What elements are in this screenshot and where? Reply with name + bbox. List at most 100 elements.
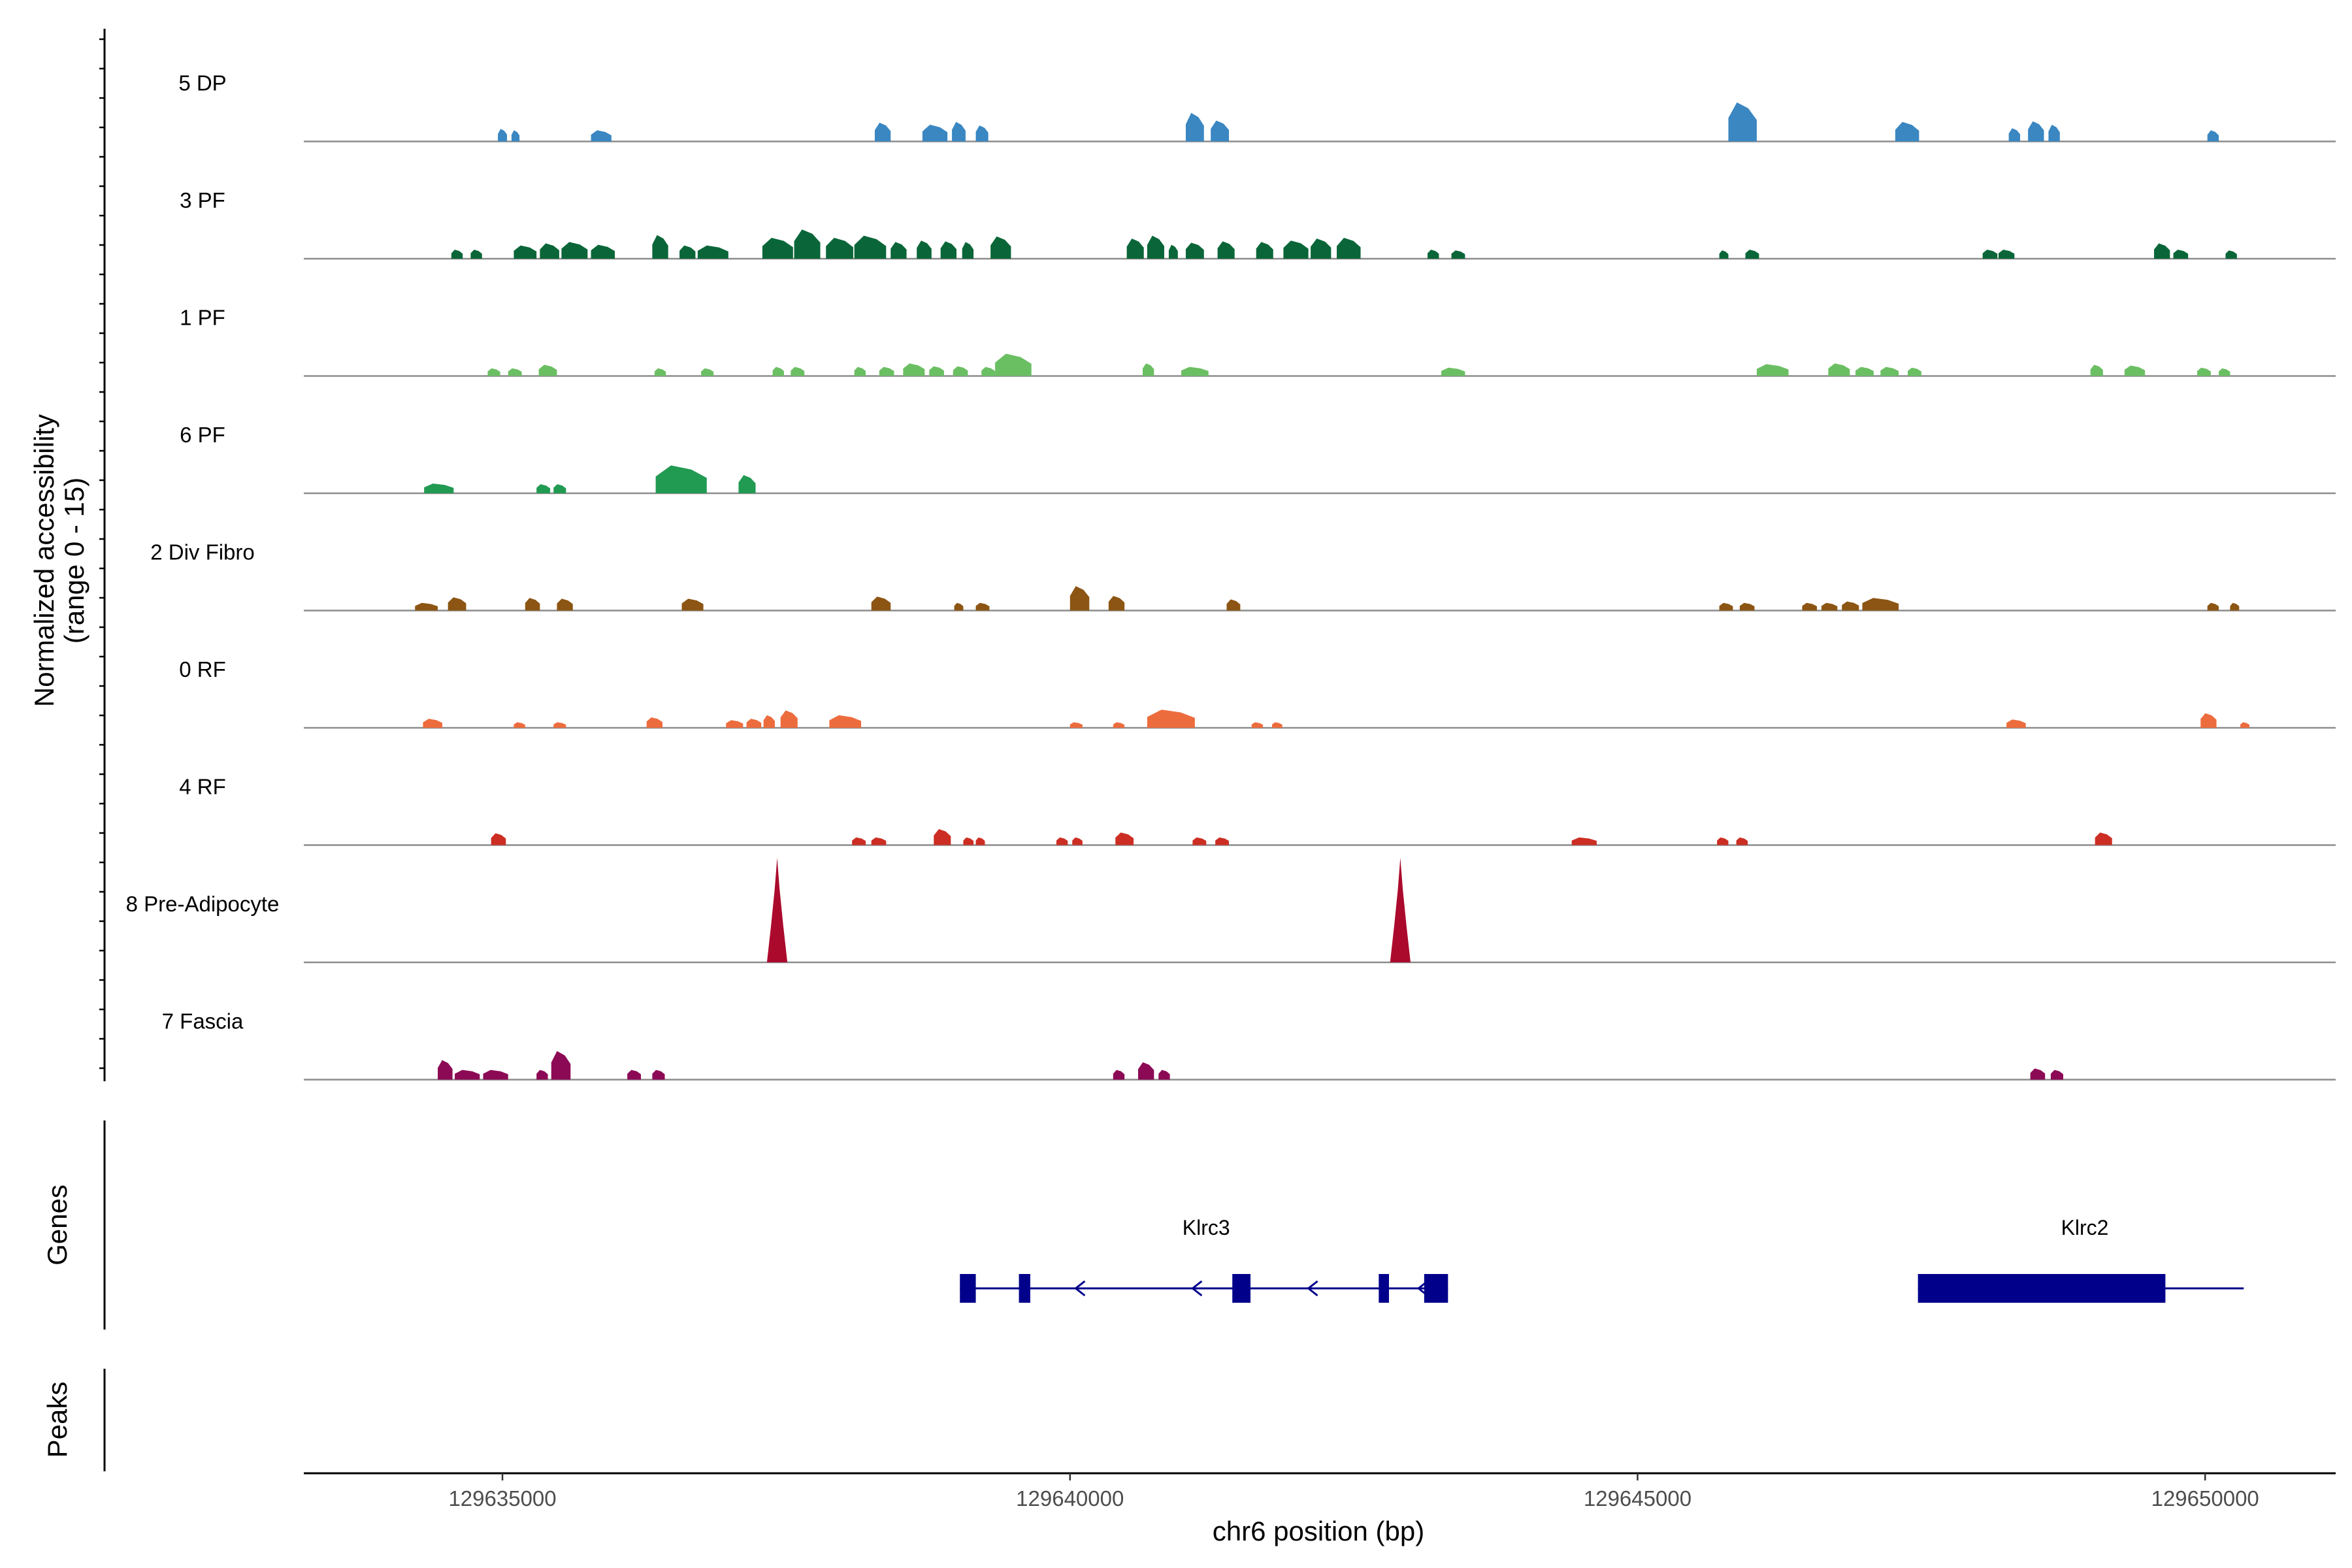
track-label: 3 PF [180, 188, 225, 212]
track-label: 2 Div Fibro [150, 540, 255, 564]
accessibility-peak [655, 465, 707, 493]
accessibility-peak [1907, 367, 1921, 376]
accessibility-peak [2028, 121, 2044, 142]
accessibility-peak [2240, 722, 2249, 728]
accessibility-peak [762, 238, 793, 259]
x-axis: 129635000 129640000 129645000 129650000 [304, 1472, 2336, 1511]
accessibility-peak [553, 722, 566, 728]
accessibility-peak [871, 837, 887, 845]
accessibility-peak [1998, 250, 2015, 259]
accessibility-peak [448, 597, 466, 611]
accessibility-peak [1158, 1070, 1170, 1080]
accessibility-peak [1126, 238, 1144, 259]
accessibility-peak [879, 367, 894, 376]
accessibility-peak [1113, 722, 1125, 728]
accessibility-peak [2200, 713, 2217, 728]
accessibility-peak [514, 722, 525, 728]
accessibility-peak [726, 720, 743, 728]
accessibility-peak [952, 122, 966, 142]
track-4-rf: 4 RF [179, 775, 2336, 846]
accessibility-peak [874, 122, 891, 142]
accessibility-peak [1272, 722, 1282, 728]
accessibility-peak [975, 602, 990, 611]
accessibility-peak [2154, 243, 2170, 259]
accessibility-peak [487, 368, 500, 376]
accessibility-peak [2006, 719, 2026, 728]
accessibility-peak [917, 240, 932, 259]
accessibility-peak [1283, 240, 1309, 259]
accessibility-peak [1756, 364, 1789, 376]
accessibility-peak [1113, 1070, 1125, 1080]
accessibility-peak [1728, 102, 1757, 142]
genes-panel: Klrc3 Klrc2 [103, 1120, 2244, 1471]
accessibility-peak [498, 129, 507, 142]
accessibility-peak [415, 602, 438, 611]
accessibility-peak [1717, 837, 1729, 845]
accessibility-peak [2030, 1068, 2046, 1080]
accessibility-peak [1828, 363, 1850, 376]
accessibility-peak [746, 719, 762, 728]
accessibility-peak [591, 244, 615, 259]
accessibility-peak [990, 236, 1011, 259]
accessibility-peak [1821, 602, 1838, 611]
accessibility-peak [557, 598, 573, 611]
accessibility-peak [940, 241, 957, 259]
accessibility-peak [1719, 250, 1729, 259]
track-0-rf: 0 RF [179, 657, 2336, 729]
accessibility-peak [963, 837, 974, 845]
accessibility-peak [511, 130, 520, 142]
accessibility-peak [1168, 244, 1178, 259]
accessibility-peak [483, 1070, 508, 1080]
accessibility-peak [701, 368, 714, 376]
accessibility-peak [954, 602, 964, 611]
accessibility-peak [1115, 832, 1134, 845]
accessibility-peak [1070, 586, 1090, 611]
gene-klrc2: Klrc2 [1918, 1216, 2244, 1303]
accessibility-peak [1147, 235, 1164, 259]
accessibility-peak [553, 484, 566, 493]
accessibility-peak [2124, 365, 2146, 376]
track-label: 5 DP [178, 71, 226, 95]
accessibility-peak [1192, 837, 1207, 845]
accessibility-peak [975, 837, 985, 845]
accessibility-peak [1072, 837, 1083, 845]
accessibility-peak [1251, 722, 1264, 728]
track-8-pre-adipocyte: 8 Pre-Adipocyte [126, 858, 2336, 964]
accessibility-peak [766, 858, 788, 962]
accessibility-peak [540, 243, 559, 259]
accessibility-peak [1390, 858, 1411, 962]
track-3-pf: 3 PF [180, 188, 2336, 260]
accessibility-peak [1451, 250, 1465, 259]
accessibility-peak [508, 368, 522, 376]
x-tick-label: 129650000 [2151, 1486, 2259, 1511]
accessibility-peak [854, 367, 866, 376]
accessibility-peak [1056, 837, 1068, 845]
accessibility-peak [1070, 722, 1083, 728]
accessibility-peak [536, 1070, 548, 1080]
gene-exon [960, 1274, 976, 1303]
accessibility-peak [538, 365, 557, 376]
accessibility-peak [491, 833, 506, 845]
accessibility-peak [852, 837, 866, 845]
strand-arrow [1307, 1280, 1318, 1297]
x-tick-label: 129640000 [1016, 1486, 1124, 1511]
x-tick-label: 129645000 [1584, 1486, 1691, 1511]
track-label: 7 Fascia [162, 1009, 244, 1034]
strand-arrow [1074, 1280, 1086, 1297]
accessibility-peak [2207, 602, 2219, 611]
accessibility-peak [1719, 602, 1733, 611]
accessibility-peak [561, 242, 588, 259]
y-axis-title-line2: (range 0 - 15) [59, 478, 90, 644]
accessibility-peak [525, 598, 540, 611]
tracks-layer: 5 DP 3 PF 1 PF 6 PF 2 Div Fibro 0 RF 4 RF 8 Pre… [99, 29, 2336, 1081]
accessibility-peak [1842, 601, 1859, 611]
accessibility-peak [1217, 241, 1235, 259]
accessibility-peak [1181, 367, 1209, 376]
track-label: 1 PF [180, 306, 225, 330]
accessibility-peak [780, 710, 798, 728]
track-6-pf: 6 PF [180, 423, 2336, 495]
track-1-pf: 1 PF [180, 306, 2336, 377]
accessibility-peak [646, 717, 663, 728]
track-label: 8 Pre-Adipocyte [126, 892, 280, 916]
accessibility-peak [1736, 837, 1748, 845]
